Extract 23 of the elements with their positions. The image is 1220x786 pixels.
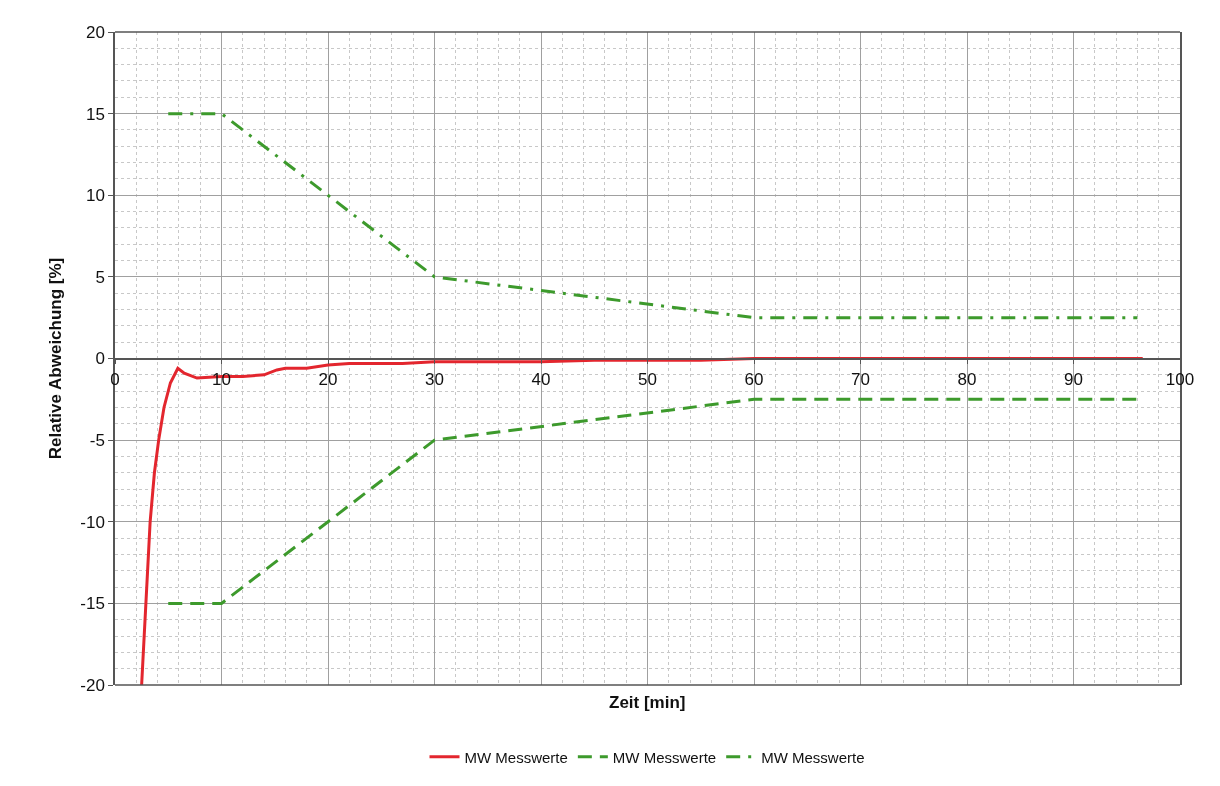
x-tick-label: 80 [957,369,977,389]
x-tick-label: 90 [1064,369,1083,389]
y-tick-label: 5 [95,267,105,287]
x-axis-title: Zeit [min] [609,693,686,712]
y-tick-label: 20 [85,22,105,42]
x-tick-label: 60 [744,369,764,389]
legend-label: MW Messwerte [612,748,717,766]
line-series [140,357,1145,685]
y-tick-label: -15 [80,594,105,614]
y-tick-label: -10 [80,512,105,532]
x-tick-label: 70 [851,369,870,389]
x-tick-label: 30 [425,369,444,389]
x-tick-label: 40 [531,369,551,389]
x-tick-label: 50 [638,369,657,389]
x-tick-label: 20 [318,369,338,389]
y-tick-label: 15 [85,104,105,124]
y-tick-label: -5 [89,431,105,451]
y-tick-label: 10 [85,186,105,206]
legend-label: MW Messwerte [761,748,865,766]
y-tick-label: -20 [80,675,105,695]
y-axis-title: Relative Abweichung [%] [46,257,66,460]
legend-label: MW Messwerte [464,748,568,766]
y-tick-label: 0 [95,349,105,369]
